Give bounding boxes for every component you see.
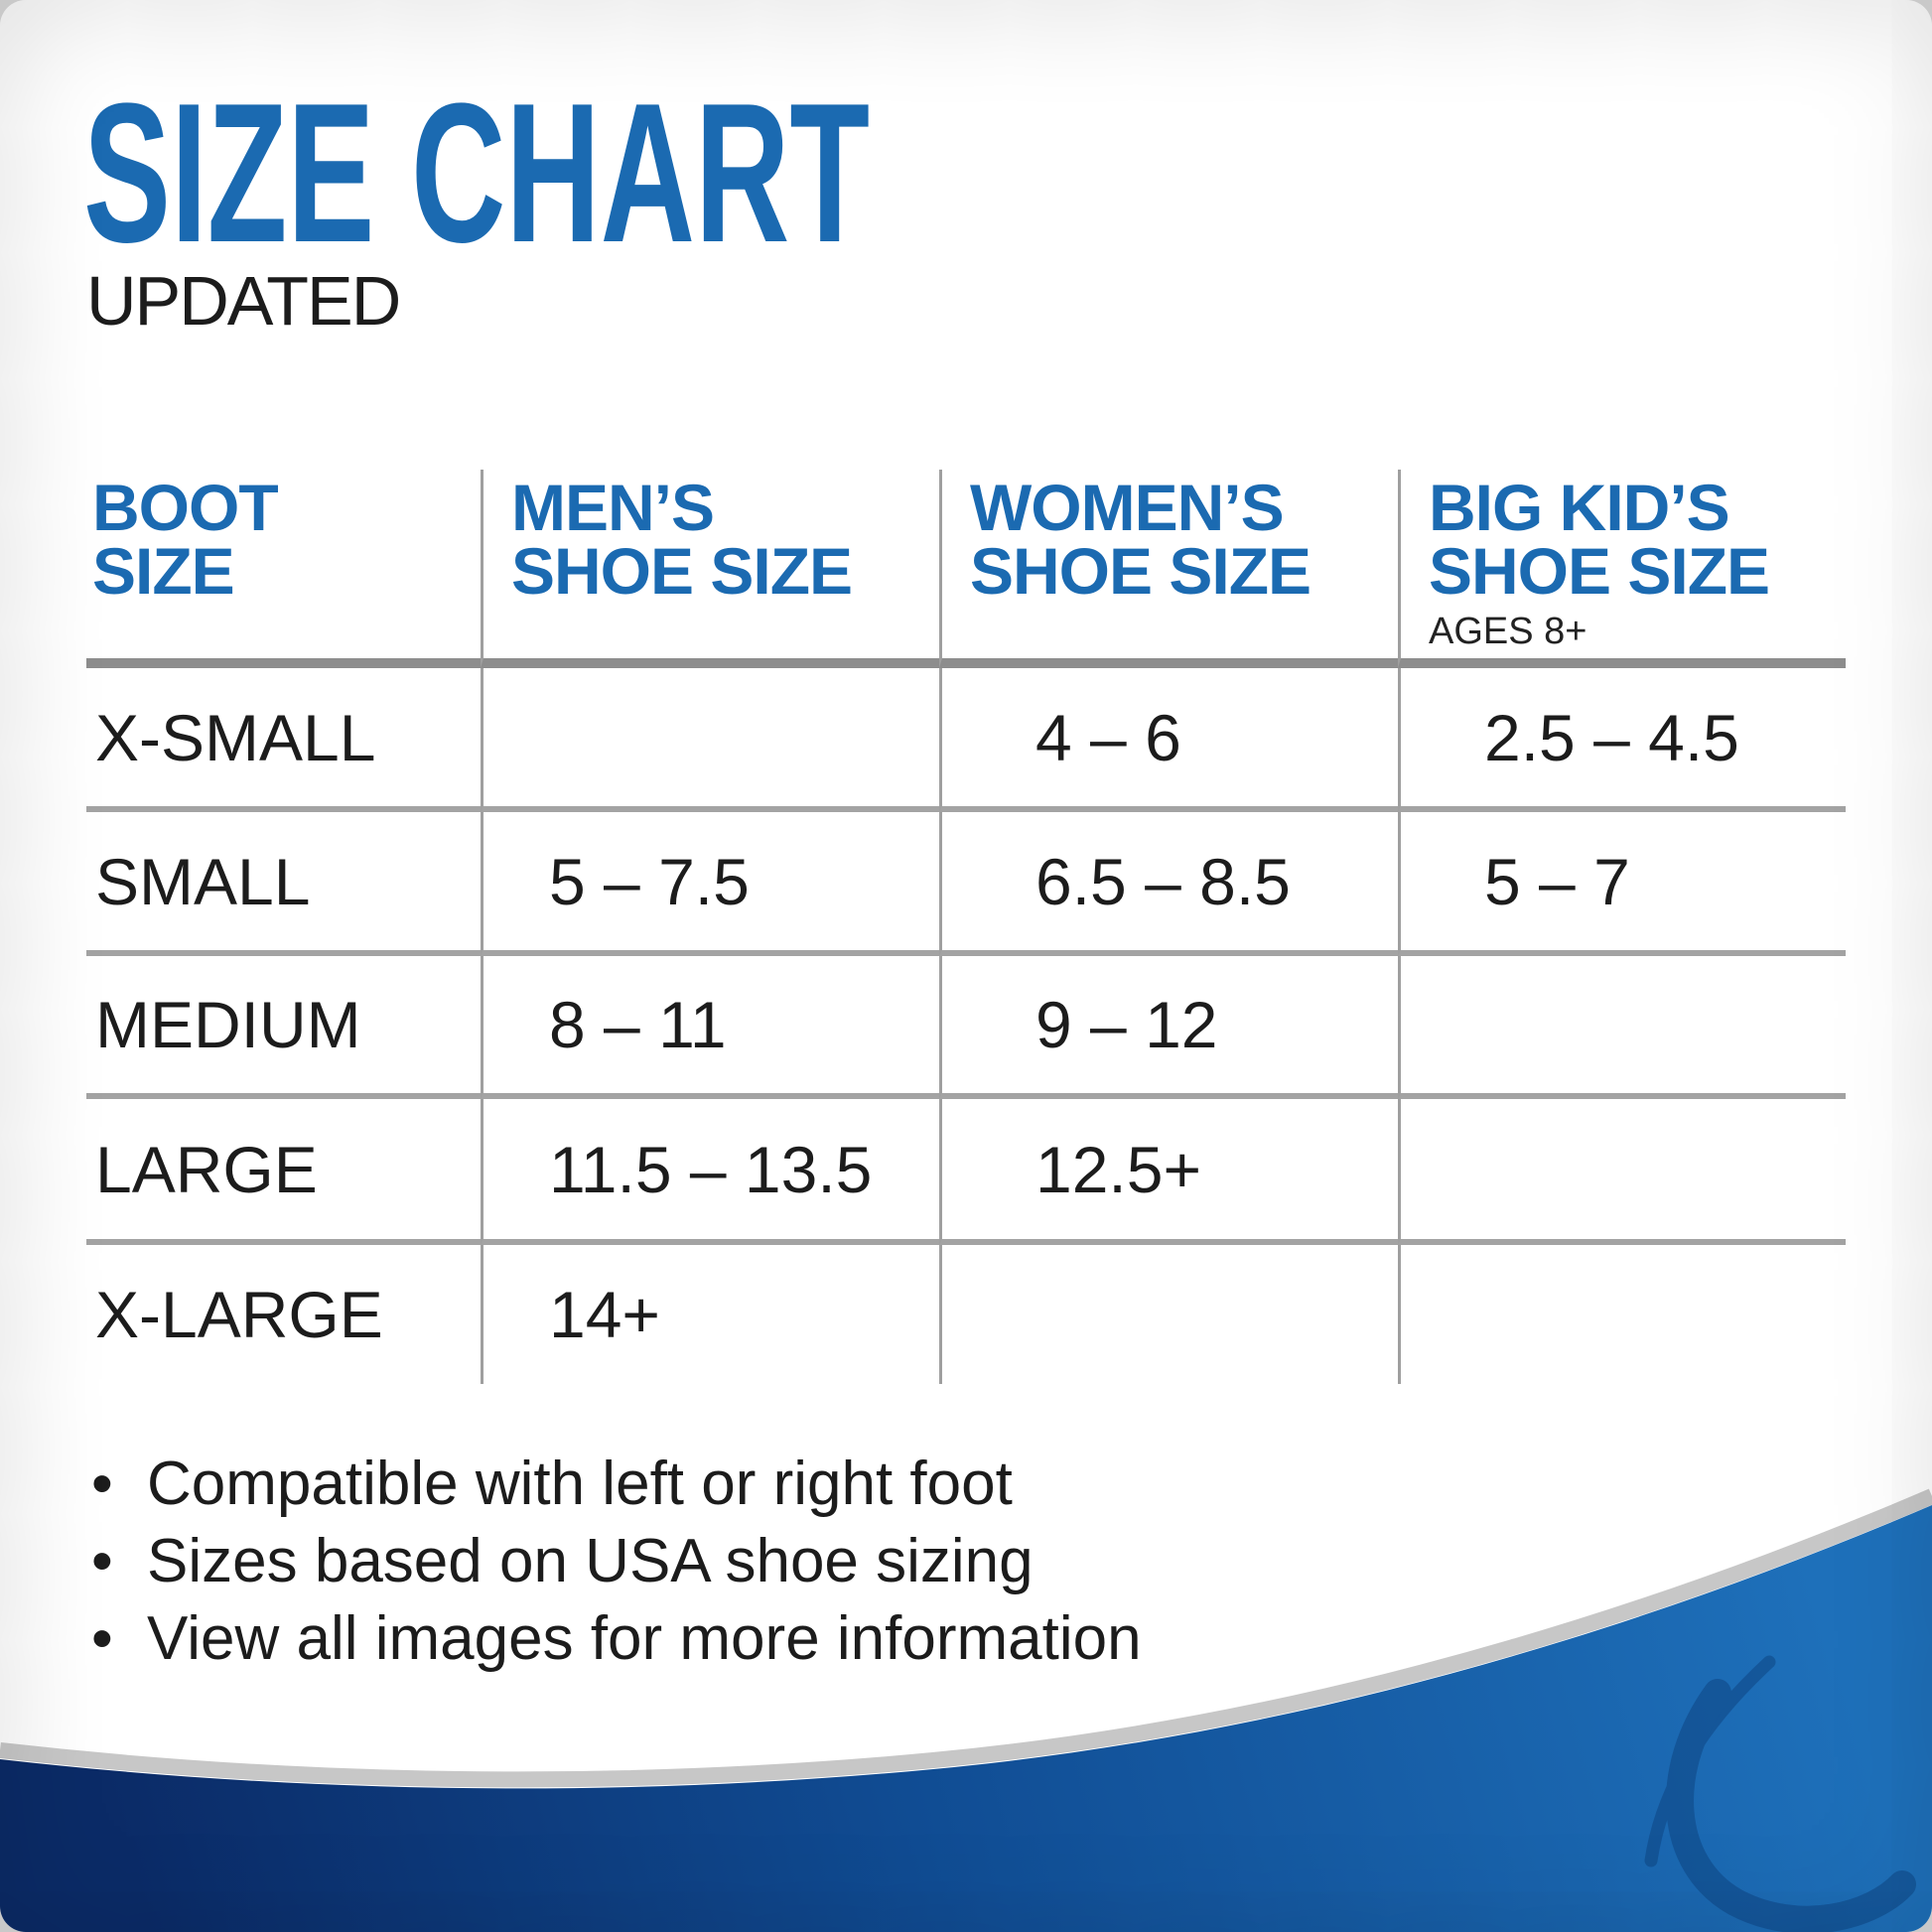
footnotes-list: Compatible with left or right foot Sizes… — [89, 1446, 1142, 1678]
header-line: SHOE SIZE — [511, 534, 853, 608]
row-medium-boot-size: MEDIUM — [86, 956, 481, 1099]
row-xlarge-boot-size: X-LARGE — [95, 1278, 383, 1351]
row-xsmall-womens: 4 – 6 — [939, 668, 1398, 812]
header-line: BIG KID’S — [1429, 471, 1730, 544]
column-header-mens-shoe-size: MEN’S SHOE SIZE — [481, 470, 939, 668]
row-xsmall-mens — [481, 668, 939, 812]
row-xlarge-bigkids — [1398, 1245, 1846, 1384]
header-age-note: AGES 8+ — [1429, 611, 1587, 652]
column-header-big-kids-shoe-size: BIG KID’S SHOE SIZE AGES 8+ — [1398, 470, 1846, 668]
row-xlarge-mens: 14+ — [481, 1245, 939, 1384]
page-subtitle: UPDATED — [86, 262, 401, 340]
row-large-mens: 11.5 – 13.5 — [481, 1099, 939, 1245]
row-medium-bigkids — [1398, 956, 1846, 1099]
header-line: SIZE — [92, 534, 235, 608]
page-title: SIZE CHART — [83, 63, 871, 284]
footnote-item: Sizes based on USA shoe sizing — [89, 1523, 1142, 1600]
row-large-womens: 12.5+ — [939, 1099, 1398, 1245]
header-line: SHOE SIZE — [970, 534, 1311, 608]
row-small-boot-size: SMALL — [86, 812, 481, 956]
row-medium-womens: 9 – 12 — [939, 956, 1398, 1099]
row-large-bigkids — [1398, 1099, 1846, 1245]
header-line: BOOT — [92, 471, 279, 544]
row-xlarge-womens — [939, 1245, 1398, 1384]
header-line: SHOE SIZE — [1429, 534, 1770, 608]
size-table: BOOT SIZE MEN’S SHOE SIZE WOMEN’S SHOE S… — [86, 470, 1846, 1384]
row-small-mens: 5 – 7.5 — [481, 812, 939, 956]
footnote-item: Compatible with left or right foot — [89, 1446, 1142, 1523]
row-small-womens: 6.5 – 8.5 — [939, 812, 1398, 956]
footnote-item: View all images for more information — [89, 1600, 1142, 1678]
column-header-womens-shoe-size: WOMEN’S SHOE SIZE — [939, 470, 1398, 668]
row-large-boot-size: LARGE — [86, 1099, 481, 1245]
column-header-boot-size: BOOT SIZE — [86, 470, 481, 668]
row-small-bigkids: 5 – 7 — [1398, 812, 1846, 956]
row-xsmall-bigkids: 2.5 – 4.5 — [1398, 668, 1846, 812]
row-medium-mens: 8 – 11 — [481, 956, 939, 1099]
header-line: MEN’S — [511, 471, 715, 544]
swoosh-icon — [1644, 1655, 1916, 1932]
row-xsmall-boot-size: X-SMALL — [86, 668, 481, 812]
header-line: WOMEN’S — [970, 471, 1285, 544]
